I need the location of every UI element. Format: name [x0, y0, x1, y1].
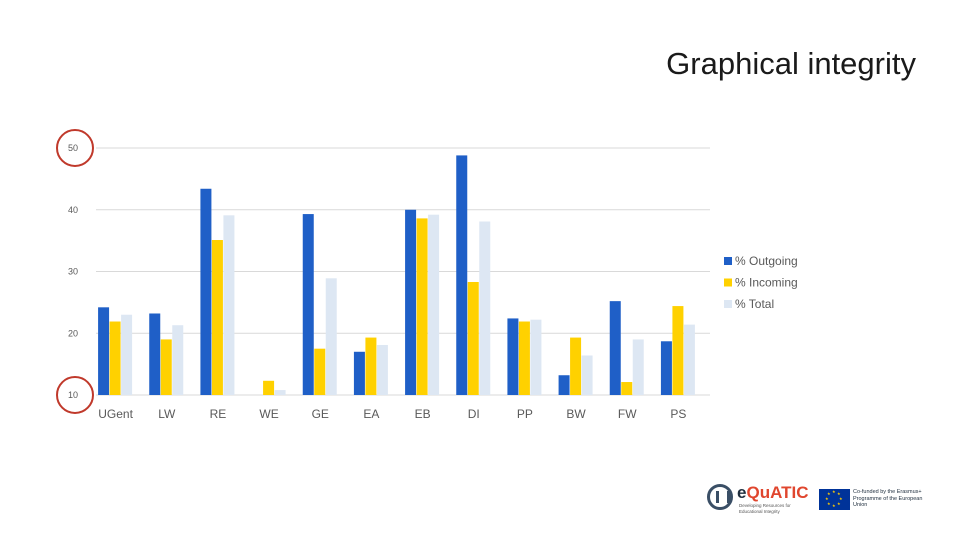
legend-label: % Total: [735, 297, 774, 311]
equatic-logo-icon: [707, 484, 733, 510]
bar-2: [325, 278, 337, 395]
x-tick-label: EA: [363, 407, 379, 421]
bar-2: [121, 314, 133, 395]
bar-2: [428, 214, 440, 395]
bar-1: [109, 321, 121, 395]
eu-cofunded-text: Co-funded by the Erasmus+ Programme of t…: [853, 489, 923, 508]
x-tick-label: RE: [210, 407, 227, 421]
bar-1: [314, 348, 326, 395]
equatic-logo-prefix: e: [737, 483, 747, 502]
bar-0: [200, 188, 212, 395]
bar-2: [581, 355, 593, 395]
x-tick-label: UGent: [98, 407, 133, 421]
bar-0: [405, 209, 417, 395]
equatic-logo: eQuATIC Developing Resources for Educati…: [705, 480, 815, 520]
x-tick-label: DI: [468, 407, 480, 421]
bar-2: [223, 215, 235, 395]
y-tick-label: 40: [68, 205, 78, 215]
bar-2: [479, 221, 491, 395]
x-tick-label: FW: [618, 407, 637, 421]
bar-2: [172, 325, 184, 395]
eu-flag-icon: ★ ★ ★ ★ ★ ★ ★ ★: [819, 489, 850, 510]
bar-2: [376, 344, 388, 395]
legend-swatch: [724, 300, 732, 308]
x-tick-label: GE: [312, 407, 329, 421]
bar-0: [660, 341, 672, 395]
bar-2: [530, 319, 542, 395]
x-tick-label: EB: [415, 407, 431, 421]
bar-0: [558, 375, 570, 395]
bar-1: [570, 337, 582, 395]
bar-1: [160, 339, 172, 395]
bar-0: [302, 214, 314, 395]
bar-1: [211, 240, 223, 395]
bar-2: [632, 339, 644, 395]
highlight-circle: [56, 376, 94, 414]
bar-1: [672, 306, 684, 395]
bar-0: [98, 307, 110, 395]
x-tick-label: WE: [259, 407, 278, 421]
highlight-circle: [56, 129, 94, 167]
equatic-logo-name: eQuATIC: [737, 483, 808, 503]
y-tick-label: 30: [68, 267, 78, 277]
bar-1: [621, 382, 633, 395]
legend-label: % Incoming: [735, 276, 798, 290]
bar-2: [683, 324, 695, 395]
bar-0: [353, 351, 365, 395]
x-tick-label: PS: [670, 407, 686, 421]
equatic-logo-main: QuATIC: [746, 483, 809, 502]
x-tick-label: LW: [158, 407, 176, 421]
bar-0: [609, 301, 621, 395]
x-tick-label: PP: [517, 407, 533, 421]
bar-2: [274, 390, 286, 395]
bar-1: [416, 218, 428, 395]
bar-1: [263, 380, 275, 395]
y-tick-label: 20: [68, 328, 78, 338]
bar-0: [149, 313, 161, 395]
legend-swatch: [724, 257, 732, 265]
slide-title: Graphical integrity: [666, 46, 916, 81]
bar-1: [365, 337, 377, 395]
y-tick-label: 10: [68, 390, 78, 400]
bar-1: [518, 321, 530, 395]
y-tick-label: 50: [68, 143, 78, 153]
legend-swatch: [724, 278, 732, 287]
equatic-tagline: Developing Resources for Educational Int…: [739, 503, 791, 514]
bar-1: [467, 281, 479, 395]
bar-0: [456, 155, 468, 395]
bar-0: [507, 318, 519, 395]
legend-label: % Outgoing: [735, 254, 798, 268]
footer-logos: eQuATIC Developing Resources for Educati…: [705, 480, 930, 520]
x-tick-label: BW: [566, 407, 586, 421]
